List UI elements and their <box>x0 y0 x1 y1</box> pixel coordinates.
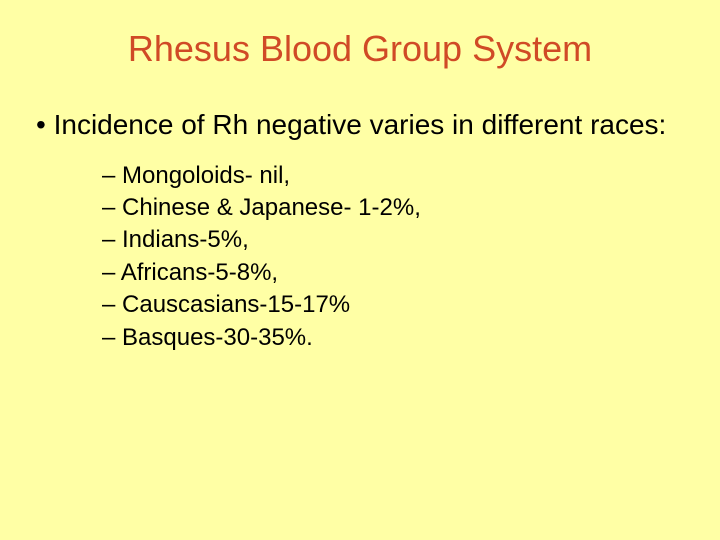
list-item: Causcasians-15-17% <box>102 289 720 321</box>
list-item: Indians-5%, <box>102 224 720 256</box>
list-item: Basques-30-35%. <box>102 322 720 354</box>
list-item: Chinese & Japanese- 1-2%, <box>102 192 720 224</box>
list-item: Mongoloids- nil, <box>102 160 720 192</box>
slide-title: Rhesus Blood Group System <box>0 28 720 70</box>
main-bullet: Incidence of Rh negative varies in diffe… <box>36 108 720 142</box>
sub-bullet-list: Mongoloids- nil, Chinese & Japanese- 1-2… <box>102 160 720 354</box>
list-item: Africans-5-8%, <box>102 257 720 289</box>
